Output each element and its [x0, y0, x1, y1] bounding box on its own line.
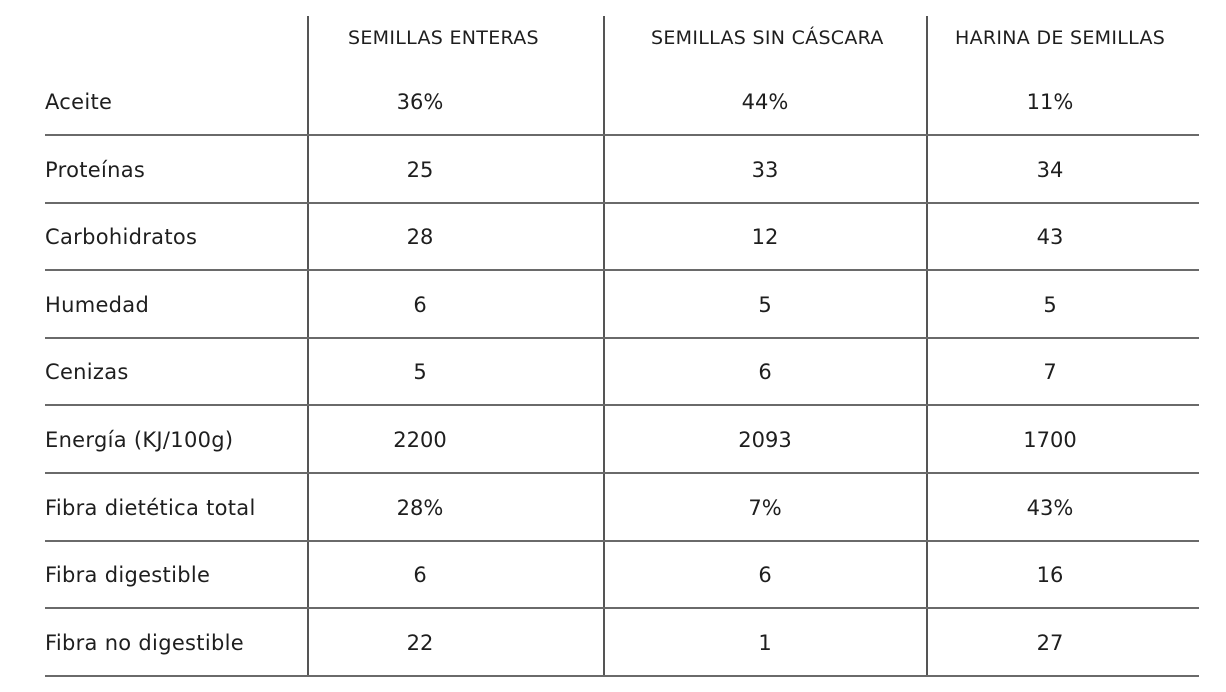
row-label: Aceite: [45, 90, 113, 114]
column-header-semillas-enteras: SEMILLAS ENTERAS: [348, 27, 539, 49]
row-label: Energía (KJ/100g): [45, 428, 234, 452]
table-cell: 28: [406, 225, 434, 250]
table-cell: 7%: [748, 495, 782, 520]
row-divider: [45, 540, 1199, 542]
row-divider: [45, 472, 1199, 474]
table-cell: 44%: [741, 90, 789, 114]
table-cell: 27: [1036, 630, 1064, 655]
table-cell: 6: [758, 563, 772, 588]
table-cell: 6: [413, 292, 427, 317]
table-cell: 6: [413, 563, 427, 588]
row-divider: [45, 202, 1199, 204]
table-cell: 34: [1036, 157, 1064, 182]
row-label: Fibra no digestible: [45, 630, 244, 655]
row-divider: [45, 134, 1199, 136]
table-cell: 43%: [1026, 495, 1074, 520]
row-divider: [45, 675, 1199, 677]
table-cell: 16: [1036, 563, 1064, 588]
table-cell: 36%: [396, 90, 444, 114]
table-cell: 5: [758, 292, 772, 317]
table-cell: 25: [406, 157, 434, 182]
row-label: Carbohidratos: [45, 225, 198, 250]
row-label: Fibra dietética total: [45, 495, 256, 520]
row-divider: [45, 269, 1199, 271]
table-cell: 5: [1043, 292, 1057, 317]
table-cell: 12: [751, 225, 779, 250]
table-cell: 22: [406, 630, 434, 655]
table-cell: 2093: [738, 428, 792, 452]
row-label: Fibra digestible: [45, 563, 211, 588]
row-divider: [45, 607, 1199, 609]
table-cell: 33: [751, 157, 779, 182]
row-divider: [45, 337, 1199, 339]
row-label: Humedad: [45, 292, 150, 317]
row-label: Cenizas: [45, 360, 129, 385]
table-cell: 2200: [393, 428, 447, 452]
column-divider: [926, 16, 928, 676]
table-cell: 6: [758, 360, 772, 385]
table-cell: 1700: [1023, 428, 1077, 452]
column-divider: [307, 16, 309, 676]
column-header-semillas-sin-cascara: SEMILLAS SIN CÁSCARA: [651, 27, 884, 49]
table-cell: 1: [758, 630, 772, 655]
table-cell: 11%: [1026, 90, 1074, 114]
column-header-harina-de-semillas: HARINA DE SEMILLAS: [955, 27, 1166, 49]
row-label: Proteínas: [45, 157, 146, 182]
table-cell: 43: [1036, 225, 1064, 250]
table-cell: 7: [1043, 360, 1057, 385]
column-divider: [603, 16, 605, 676]
table-cell: 5: [413, 360, 427, 385]
row-divider: [45, 404, 1199, 406]
table-cell: 28%: [396, 495, 444, 520]
